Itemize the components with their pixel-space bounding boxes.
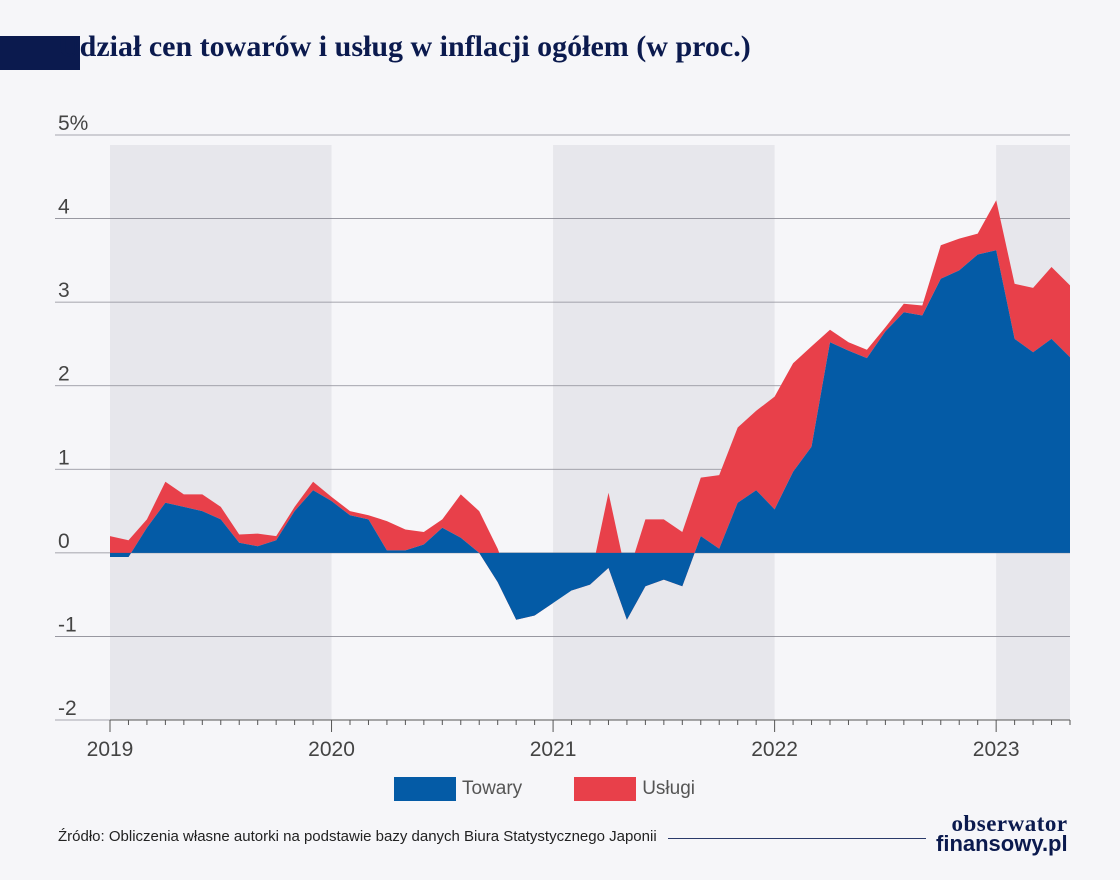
legend-item-towary: Towary (394, 777, 522, 801)
y-tick-label: 0 (58, 530, 70, 553)
logo-line-1: obserwator (951, 811, 1068, 836)
series-area-towary (110, 250, 1070, 620)
y-tick-label: -2 (58, 697, 77, 720)
y-tick-label: -1 (58, 613, 77, 636)
y-tick-label: 2 (58, 363, 70, 386)
source-divider (668, 838, 926, 839)
y-tick-label: 5% (58, 112, 88, 135)
series-area-uslugi (110, 200, 1070, 620)
publisher-logo: obserwator finansowy.pl (936, 811, 1068, 856)
x-tick-label: 2022 (751, 738, 798, 761)
logo-line-2: finansowy.pl (936, 831, 1068, 856)
y-tick-label: 1 (58, 446, 70, 469)
legend-label-uslugi: Usługi (642, 778, 695, 799)
x-tick-label: 2019 (87, 738, 134, 761)
x-tick-label: 2020 (308, 738, 355, 761)
legend-swatch-uslugi (574, 777, 637, 801)
chart-title: Udział cen towarów i usług w inflacji og… (58, 30, 751, 63)
legend-label-towary: Towary (462, 778, 523, 799)
x-tick-label: 2023 (973, 738, 1020, 761)
source-note: Źródło: Obliczenia własne autorki na pod… (58, 828, 657, 845)
year-band-2019 (110, 145, 332, 720)
title-accent-bar (0, 36, 80, 70)
legend-swatch-towary (394, 777, 456, 801)
legend-item-uslugi: Usługi (574, 777, 695, 801)
y-tick-label: 4 (58, 196, 70, 219)
chart-legend: Towary Usługi (394, 777, 747, 801)
y-tick-label: 3 (58, 279, 70, 302)
x-tick-label: 2021 (530, 738, 577, 761)
